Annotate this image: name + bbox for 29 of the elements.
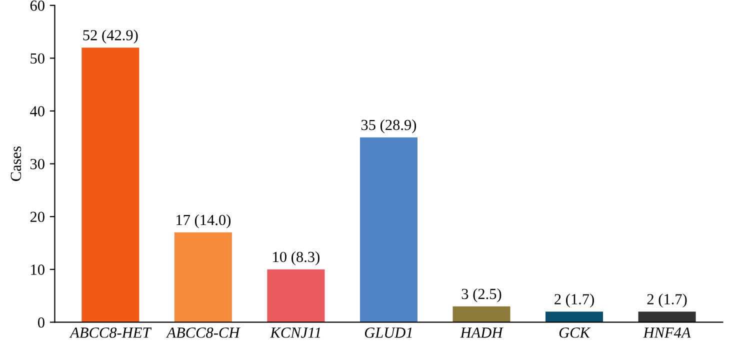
bar xyxy=(267,269,325,322)
x-tick-label: GCK xyxy=(559,328,591,338)
y-tick-label: 40 xyxy=(30,106,44,116)
y-tick-label: 20 xyxy=(30,212,44,222)
y-tick-label: 0 xyxy=(38,317,44,328)
bar xyxy=(174,232,232,322)
data-label: 35 (28.9) xyxy=(361,119,416,134)
x-tick-label: HNF4A xyxy=(643,328,691,338)
data-label: 2 (1.7) xyxy=(554,294,594,308)
x-tick-label: HADH xyxy=(460,328,504,338)
bar xyxy=(638,312,696,322)
data-label: 10 (8.3) xyxy=(273,251,320,266)
x-tick-label: KCNJ11 xyxy=(270,328,320,338)
x-tick-label: ABCC8-HET xyxy=(69,328,152,338)
bar xyxy=(452,306,510,322)
x-tick-label: GLUD1 xyxy=(364,328,412,338)
y-tick-label: 10 xyxy=(31,264,44,275)
y-tick-label: 50 xyxy=(30,53,44,64)
y-tick-label: 60 xyxy=(30,0,44,11)
data-label: 52 (42.9) xyxy=(83,30,138,44)
bar xyxy=(82,48,140,322)
y-axis-title: Cases xyxy=(10,146,22,181)
bar xyxy=(546,312,604,322)
data-label: 17 (14.0) xyxy=(176,214,231,228)
data-label: 2 (1.7) xyxy=(647,294,687,308)
bar xyxy=(360,137,418,322)
y-tick-label: 30 xyxy=(30,158,44,170)
data-label: 3 (2.5) xyxy=(462,288,502,302)
x-tick-label: ABCC8-CH xyxy=(166,328,240,338)
